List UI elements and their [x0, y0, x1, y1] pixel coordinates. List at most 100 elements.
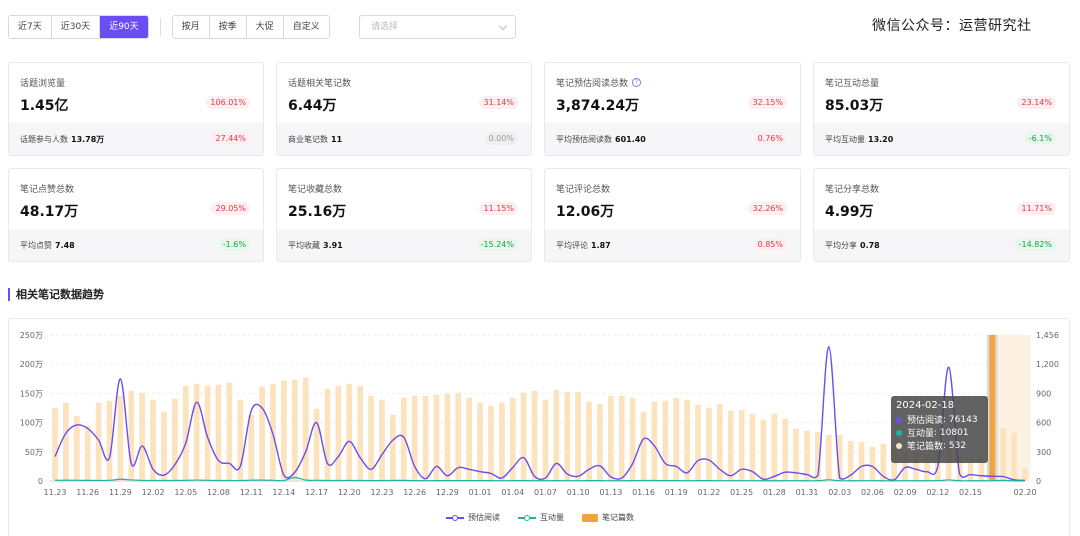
legend-label: 笔记篇数 [602, 513, 634, 522]
period-custom[interactable]: 自定义 [283, 16, 329, 38]
legend-label: 互动量 [540, 513, 564, 522]
y-left-tick-label: 150万 [20, 389, 43, 398]
metric-sub-label: 话题参与人数 [20, 134, 68, 144]
bar-notes [368, 395, 374, 481]
x-tick-label: 11.26 [76, 488, 99, 497]
legend-item-interactions[interactable]: 互动量 [518, 512, 564, 523]
tooltip-value: 532 [948, 440, 967, 451]
x-tick-label: 01.16 [632, 488, 655, 497]
divider [159, 18, 161, 36]
x-tick-label: 02.20 [1014, 488, 1037, 497]
bar-notes [150, 399, 156, 481]
bar-notes [324, 388, 331, 481]
section-title-bar [8, 287, 10, 301]
bar-notes [836, 434, 843, 481]
x-tick-label: 11.29 [109, 488, 132, 497]
bar-notes [640, 411, 647, 481]
bar-notes [128, 390, 135, 481]
x-tick-label: 12.14 [272, 488, 295, 497]
metric-sub-change-badge: -6.1% [1024, 132, 1056, 145]
bar-notes [913, 451, 919, 481]
metric-sub-label: 商业笔记数 [288, 134, 328, 144]
legend-item-reads[interactable]: 预估阅读 [446, 512, 500, 523]
bar-notes [782, 418, 789, 481]
x-tick-label: 01.28 [763, 488, 786, 497]
y-left-tick-label: 0 [38, 477, 43, 486]
range-30-days[interactable]: 近30天 [51, 16, 101, 38]
x-tick-label: 01.01 [469, 488, 492, 497]
bar-notes [444, 393, 451, 481]
metric-sub-change-badge: -15.24% [476, 238, 518, 251]
y-right-tick-label: 0 [1036, 477, 1041, 486]
metric-change-badge: 23.14% [1017, 96, 1056, 109]
bar-notes [172, 398, 178, 481]
metric-value: 6.44万 [288, 98, 337, 114]
bar-notes [858, 441, 865, 481]
metric-sub-value: 1.87 [591, 240, 611, 250]
x-tick-label: 01.22 [697, 488, 720, 497]
x-tick-label: 12.20 [338, 488, 361, 497]
bar-notes [390, 414, 396, 481]
bar-notes [204, 385, 211, 481]
bar-notes [281, 380, 287, 481]
bar-notes [291, 379, 298, 481]
metric-value: 48.17万 [20, 204, 79, 220]
metric-sub-label: 平均点赞 [20, 240, 52, 250]
bar-notes [193, 383, 200, 481]
line-legend-icon [518, 514, 536, 522]
bar-notes [684, 399, 690, 481]
bar-notes [575, 391, 581, 481]
bar-notes [673, 397, 680, 481]
bar-notes [259, 386, 265, 481]
line-reads [54, 345, 1026, 482]
period-select[interactable]: 请选择 [359, 15, 516, 39]
x-tick-label: 01.25 [730, 488, 753, 497]
metric-change-badge: 32.15% [748, 96, 787, 109]
metric-sub-label: 平均收藏 [288, 240, 320, 250]
y-left-tick-label: 50万 [25, 448, 43, 457]
x-tick-label: 02.06 [861, 488, 884, 497]
x-tick-label: 01.07 [534, 488, 557, 497]
metric-change-badge: 11.71% [1017, 202, 1056, 215]
bar-notes [477, 402, 483, 481]
period-quarter[interactable]: 按季 [209, 16, 247, 38]
section-title: 相关笔记数据趋势 [8, 287, 104, 301]
bar-notes [771, 413, 778, 481]
bar-notes [651, 401, 658, 481]
range-7-days[interactable]: 近7天 [9, 16, 52, 38]
tooltip-label: 互动量 [907, 429, 935, 439]
period-promotion[interactable]: 大促 [246, 16, 284, 38]
bar-notes [586, 401, 592, 481]
y-left-tick-label: 250万 [20, 331, 43, 340]
metric-sub-change-badge: -14.82% [1014, 238, 1056, 251]
bar-notes [989, 335, 996, 481]
metric-label: 笔记评论总数 [556, 185, 611, 195]
x-tick-label: 01.31 [796, 488, 819, 497]
metric-sub-change-badge: -1.6% [218, 238, 250, 251]
section-title-text: 相关笔记数据趋势 [16, 288, 104, 301]
metric-value: 85.03万 [825, 98, 884, 114]
metric-sub-value: 11 [331, 134, 343, 144]
range-90-days[interactable]: 近90天 [100, 16, 148, 38]
metric-sub-value: 601.40 [615, 134, 646, 144]
help-icon[interactable]: ? [632, 78, 642, 87]
range-segment: 近7天 近30天 近90天 [8, 15, 149, 39]
bar-notes [847, 440, 854, 481]
bar-notes [880, 443, 887, 481]
bar-notes [509, 397, 516, 481]
x-tick-label: 12.02 [142, 488, 165, 497]
bar-notes [455, 392, 462, 481]
metric-value: 4.99万 [825, 204, 874, 220]
legend-item-notes[interactable]: 笔记篇数 [582, 512, 634, 523]
bar-notes [335, 385, 342, 481]
bar-notes [608, 395, 614, 481]
metric-change-badge: 31.14% [479, 96, 518, 109]
bar-notes [411, 395, 418, 481]
x-tick-label: 01.04 [501, 488, 524, 497]
y-right-tick-label: 1,200 [1036, 360, 1059, 369]
period-month[interactable]: 按月 [172, 16, 210, 38]
bar-notes [945, 447, 952, 481]
metric-value: 1.45亿 [20, 98, 69, 114]
bar-notes [967, 457, 974, 481]
